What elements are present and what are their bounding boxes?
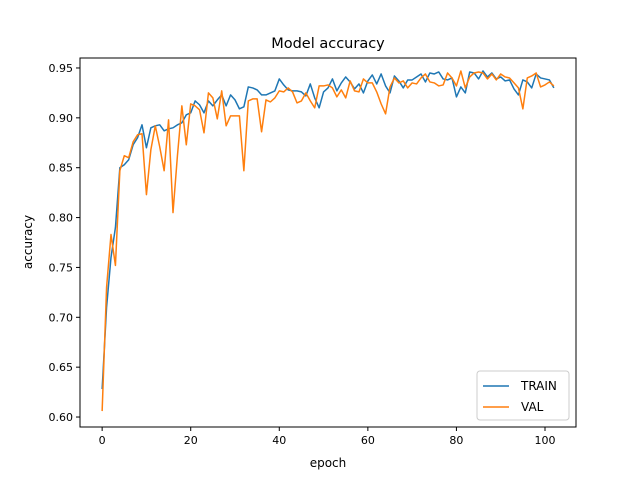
x-tick-label: 20 [184,434,198,447]
x-tick-label: 40 [272,434,286,447]
series-layer [101,70,555,412]
y-tick-label: 0.80 [49,212,74,225]
y-tick-label: 0.65 [49,361,74,374]
y-tick-label: 0.60 [49,411,74,424]
x-tick-label: 60 [361,434,375,447]
legend-label-train: TRAIN [520,379,557,393]
plot-frame [79,57,577,428]
y-tick-label: 0.85 [49,162,74,175]
y-axis: 0.60 0.65 0.70 0.75 0.80 0.85 0.90 0.95 [49,62,80,424]
y-axis-label: accuracy [21,215,35,269]
series-line-train [101,70,555,390]
x-tick-label: 100 [535,434,556,447]
y-tick-label: 0.90 [49,112,74,125]
x-tick-label: 0 [99,434,106,447]
legend: TRAIN VAL [476,370,570,421]
series-line-val [101,70,555,412]
y-tick-label: 0.75 [49,261,74,274]
y-tick-label: 0.95 [49,62,74,75]
x-axis-label: epoch [310,456,347,470]
chart-title: Model accuracy [271,36,385,52]
x-tick-label: 80 [449,434,463,447]
y-tick-label: 0.70 [49,311,74,324]
x-axis: 0 20 40 60 80 100 [99,427,556,447]
legend-label-val: VAL [521,400,544,414]
